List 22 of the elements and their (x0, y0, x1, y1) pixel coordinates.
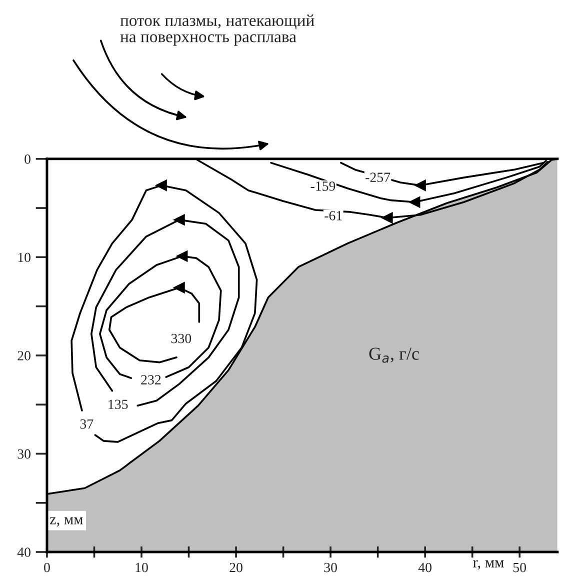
y-tick-label: 0 (24, 154, 30, 164)
y-tick-label: 20 (18, 351, 30, 360)
annotation: 135 (108, 400, 128, 410)
x-tick-label: 50 (513, 562, 526, 572)
annotation: G$_{a}$, г/с (369, 348, 419, 363)
y-tick-label: 40 (17, 548, 30, 557)
x-tick-label: 30 (324, 562, 337, 572)
y-tick-label: 10 (18, 252, 30, 262)
x-tick-label: 20 (230, 562, 242, 572)
x-axis-title: r, мм (473, 560, 504, 570)
annotation: -159 (310, 182, 336, 191)
annotation: 330 (171, 334, 192, 344)
x-tick-label: 0 (44, 562, 50, 572)
annotation: -257 (366, 172, 390, 182)
annotation: 232 (141, 375, 161, 384)
annotation: 37 (80, 419, 94, 429)
annotation: -61 (324, 211, 342, 220)
y-axis-title: z, мм (50, 517, 83, 527)
text: поток плазмы, натекающий на поверхность расплава (120, 14, 314, 46)
x-tick-label: 40 (418, 562, 432, 572)
y-tick-label: 30 (18, 449, 30, 459)
x-tick-label: 10 (136, 562, 148, 572)
